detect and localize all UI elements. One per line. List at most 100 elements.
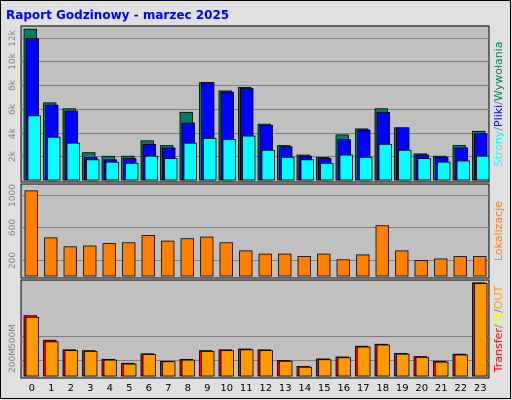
- x-tick-label: 2: [68, 383, 74, 394]
- bar-sites-sites-21: [434, 258, 448, 277]
- bar-sites-sites-23: [473, 256, 487, 277]
- y-tick-label: 12k: [8, 29, 18, 46]
- bar-sites-sites-6: [141, 235, 155, 277]
- x-tick-label: 9: [204, 383, 210, 394]
- x-tick-label: 16: [337, 383, 350, 394]
- x-tick-label: 12: [259, 383, 272, 394]
- x-tick-label: 15: [318, 383, 331, 394]
- bar-sites-sites-10: [219, 242, 233, 277]
- x-tick-label: 5: [126, 383, 132, 394]
- chart-panels: 2k4k6k8k10k12kStrony/Pliki/Wywołania2006…: [8, 25, 505, 379]
- bar-transfer-kbout-19: [396, 353, 410, 377]
- legend-part: /: [492, 127, 505, 131]
- legend-part: /: [492, 309, 505, 313]
- bar-sites-sites-22: [453, 256, 467, 277]
- bar-requests-pages-7: [164, 158, 178, 181]
- bar-sites-sites-1: [44, 237, 58, 277]
- bar-transfer-kbout-14: [298, 366, 312, 377]
- bar-requests-pages-17: [359, 157, 373, 181]
- bar-sites-sites-9: [200, 236, 214, 277]
- bar-requests-pages-5: [125, 162, 139, 181]
- panel-transfer-plot-area: [20, 279, 490, 379]
- bar-requests-pages-19: [398, 149, 412, 181]
- bar-transfer-kbout-20: [415, 356, 429, 377]
- bar-transfer-kbout-13: [279, 360, 293, 377]
- legend-part: Transfer: [492, 328, 505, 374]
- bar-transfer-kbout-21: [435, 361, 449, 377]
- y-tick-label: 8k: [8, 79, 18, 91]
- bar-requests-pages-1: [47, 136, 61, 181]
- bar-transfer-kbout-0: [25, 316, 39, 377]
- bar-requests-pages-2: [66, 142, 80, 181]
- bar-requests-pages-16: [339, 154, 353, 181]
- bar-transfer-kbout-23: [474, 283, 488, 377]
- panel-sites-plot-area: [20, 183, 490, 279]
- x-tick-label: 4: [107, 383, 113, 394]
- legend-part: /: [492, 324, 505, 328]
- bar-sites-sites-5: [122, 242, 136, 277]
- x-tick-label: 6: [146, 383, 152, 394]
- bar-requests-pages-20: [417, 158, 431, 181]
- bar-sites-sites-18: [375, 225, 389, 277]
- bar-requests-pages-6: [144, 155, 158, 181]
- bar-transfer-kbout-3: [84, 351, 98, 377]
- panel-sites: 200 600 1000 Lokalizacje: [8, 183, 505, 279]
- legend-part: Wywołania: [492, 42, 505, 102]
- panel-sites-legend-label: Lokalizacje: [492, 201, 505, 261]
- x-tick-label: 14: [298, 383, 311, 394]
- bar-requests-pages-11: [242, 135, 256, 181]
- bar-requests-pages-21: [437, 161, 451, 181]
- bar-sites-sites-3: [83, 245, 97, 277]
- bar-sites-sites-0: [24, 190, 38, 277]
- bar-sites-sites-13: [278, 253, 292, 277]
- bar-sites-sites-14: [297, 256, 311, 277]
- bar-transfer-kbout-6: [142, 354, 156, 377]
- bar-requests-pages-4: [105, 161, 119, 181]
- bar-sites-sites-19: [395, 250, 409, 277]
- x-tick-label: 13: [279, 383, 292, 394]
- legend-part: Lokalizacje: [492, 201, 505, 261]
- bar-requests-pages-12: [261, 149, 275, 181]
- bar-sites-sites-2: [63, 246, 77, 277]
- y-tick-label: 1000: [8, 184, 18, 207]
- x-tick-label: 1: [48, 383, 54, 394]
- y-tick-label: 200M: [8, 348, 18, 373]
- bar-sites-sites-8: [180, 238, 194, 277]
- bar-sites-sites-16: [336, 259, 350, 277]
- bar-transfer-kbout-15: [318, 359, 332, 377]
- bar-transfer-kbout-2: [64, 350, 78, 377]
- x-tick-label: 11: [240, 383, 253, 394]
- bar-requests-pages-13: [281, 157, 295, 181]
- bar-sites-sites-20: [414, 260, 428, 277]
- bar-transfer-kbout-16: [337, 357, 351, 377]
- bar-transfer-kbout-12: [259, 350, 273, 377]
- x-tick-label: 19: [396, 383, 409, 394]
- x-tick-label: 8: [185, 383, 191, 394]
- bar-requests-pages-22: [456, 160, 470, 181]
- x-tick-label: 21: [435, 383, 448, 394]
- bar-sites-sites-17: [356, 254, 370, 277]
- y-tick-label: 4k: [8, 127, 18, 139]
- bar-transfer-kbout-8: [181, 359, 195, 377]
- x-tick-label: 7: [165, 383, 171, 394]
- bar-transfer-kbout-1: [45, 341, 59, 377]
- bar-requests-pages-23: [476, 155, 490, 181]
- x-tick-label: 17: [357, 383, 370, 394]
- x-tick-label: 22: [454, 383, 467, 394]
- x-tick-label: 3: [87, 383, 93, 394]
- bar-transfer-kbout-4: [103, 359, 117, 377]
- y-tick-label: 500M: [8, 324, 18, 349]
- bar-sites-sites-15: [317, 253, 331, 277]
- bar-transfer-kbout-10: [220, 350, 234, 377]
- legend-part: /: [492, 101, 505, 105]
- bar-requests-pages-8: [183, 142, 197, 181]
- bar-transfer-kbout-18: [376, 344, 390, 377]
- bar-sites-sites-12: [258, 253, 272, 277]
- bar-transfer-kbout-11: [240, 349, 254, 377]
- bar-requests-pages-14: [300, 159, 314, 181]
- x-tick-label: 18: [376, 383, 389, 394]
